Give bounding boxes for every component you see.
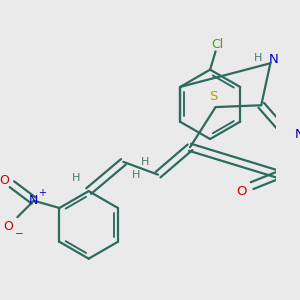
Text: O: O bbox=[3, 220, 13, 233]
Text: +: + bbox=[38, 188, 46, 198]
Text: Cl: Cl bbox=[211, 38, 224, 51]
Text: O: O bbox=[236, 184, 246, 198]
Text: N: N bbox=[295, 128, 300, 141]
Text: N: N bbox=[29, 194, 38, 207]
Text: H: H bbox=[72, 173, 80, 183]
Text: −: − bbox=[15, 229, 24, 238]
Text: H: H bbox=[254, 53, 262, 63]
Text: N: N bbox=[269, 53, 279, 66]
Text: H: H bbox=[141, 157, 149, 167]
Text: H: H bbox=[132, 170, 140, 180]
Text: S: S bbox=[210, 90, 218, 103]
Text: O: O bbox=[0, 174, 10, 187]
